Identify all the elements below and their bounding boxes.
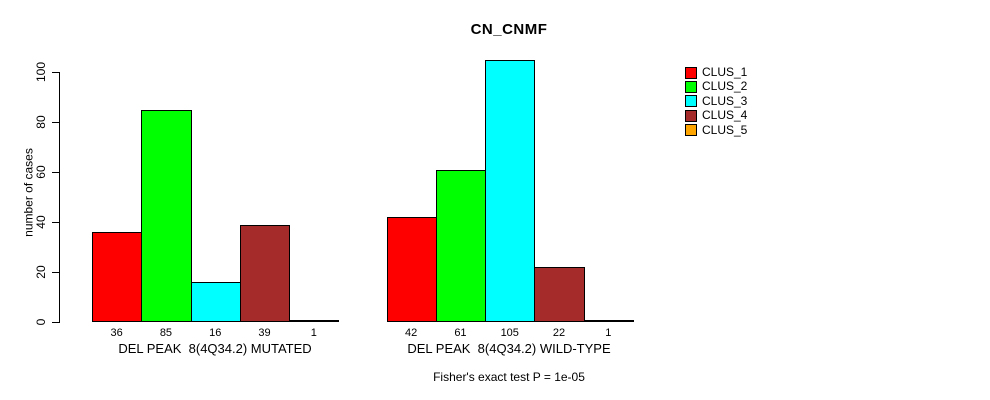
bar-value-label-clus_3-group1: 16	[209, 327, 222, 339]
bar-clus_5-group1	[289, 319, 340, 322]
legend-label-clus_5: CLUS_5	[702, 122, 748, 137]
bar-clus_4-group2	[534, 267, 585, 322]
legend-swatch-clus_4	[685, 109, 697, 122]
bar-value-label-clus_4-group2: 22	[552, 327, 566, 339]
chart-title: CN_CNMF	[470, 21, 548, 38]
bar-clus_3-group1	[190, 282, 241, 322]
bar-clus_1-group1	[92, 232, 143, 322]
y-axis-tick-label-100: 100	[34, 61, 48, 83]
fisher-test-footnote: Fisher's exact test P = 1e-05	[433, 370, 585, 384]
bar-clus_3-group2	[485, 59, 536, 322]
y-axis-tick-0	[52, 322, 59, 323]
bar-clus_4-group1	[239, 224, 291, 322]
legend-item-clus_2: CLUS_2	[685, 80, 747, 93]
legend-swatch-clus_5	[685, 124, 697, 137]
y-axis-line	[59, 72, 60, 323]
y-axis-tick-20	[52, 272, 59, 273]
y-axis-tick-label-20: 20	[34, 265, 48, 279]
legend-item-clus_5: CLUS_5	[685, 122, 748, 137]
bar-value-label-clus_5-group1: 1	[310, 327, 317, 339]
y-axis-tick-40	[52, 222, 59, 223]
legend-item-clus_3: CLUS_3	[685, 93, 748, 108]
legend-swatch-clus_2	[685, 80, 697, 93]
legend-item-clus_4: CLUS_4	[685, 109, 747, 122]
bar-value-label-clus_2-group2: 61	[454, 327, 467, 339]
bar-clus_2-group1	[141, 109, 192, 322]
y-axis-tick-60	[52, 172, 59, 173]
legend-item-clus_1: CLUS_1	[685, 66, 747, 79]
bar-value-label-clus_3-group2: 105	[500, 327, 519, 339]
bar-clus_2-group2	[435, 169, 487, 322]
y-axis-tick-80	[52, 122, 59, 123]
y-axis-tick-100	[52, 72, 59, 73]
legend-label-clus_4: CLUS_4	[702, 108, 748, 123]
bar-value-label-clus_1-group1: 36	[110, 327, 123, 339]
legend-label-clus_2: CLUS_2	[702, 79, 748, 94]
bar-value-label-clus_1-group2: 42	[405, 327, 418, 339]
y-axis-tick-label-60: 60	[34, 165, 48, 179]
bar-clus_1-group2	[386, 217, 437, 322]
bar-value-label-clus_2-group1: 85	[159, 327, 173, 339]
legend-label-clus_3: CLUS_3	[702, 93, 748, 108]
group-label-wild-type: DEL PEAK 8(4Q34.2) WILD-TYPE	[407, 341, 611, 356]
legend-swatch-clus_1	[685, 66, 697, 79]
bar-value-label-clus_4-group1: 39	[258, 327, 271, 339]
group-label-mutated: DEL PEAK 8(4Q34.2) MUTATED	[118, 341, 312, 356]
y-axis-tick-label-0: 0	[34, 318, 48, 326]
y-axis-tick-label-40: 40	[34, 215, 48, 229]
legend-swatch-clus_3	[685, 95, 697, 108]
bar-clus_5-group2	[583, 319, 634, 322]
bar-value-label-clus_5-group2: 1	[605, 327, 612, 339]
legend-label-clus_1: CLUS_1	[702, 65, 748, 79]
y-axis-title: number of cases	[21, 148, 36, 237]
y-axis-tick-label-80: 80	[34, 115, 48, 129]
